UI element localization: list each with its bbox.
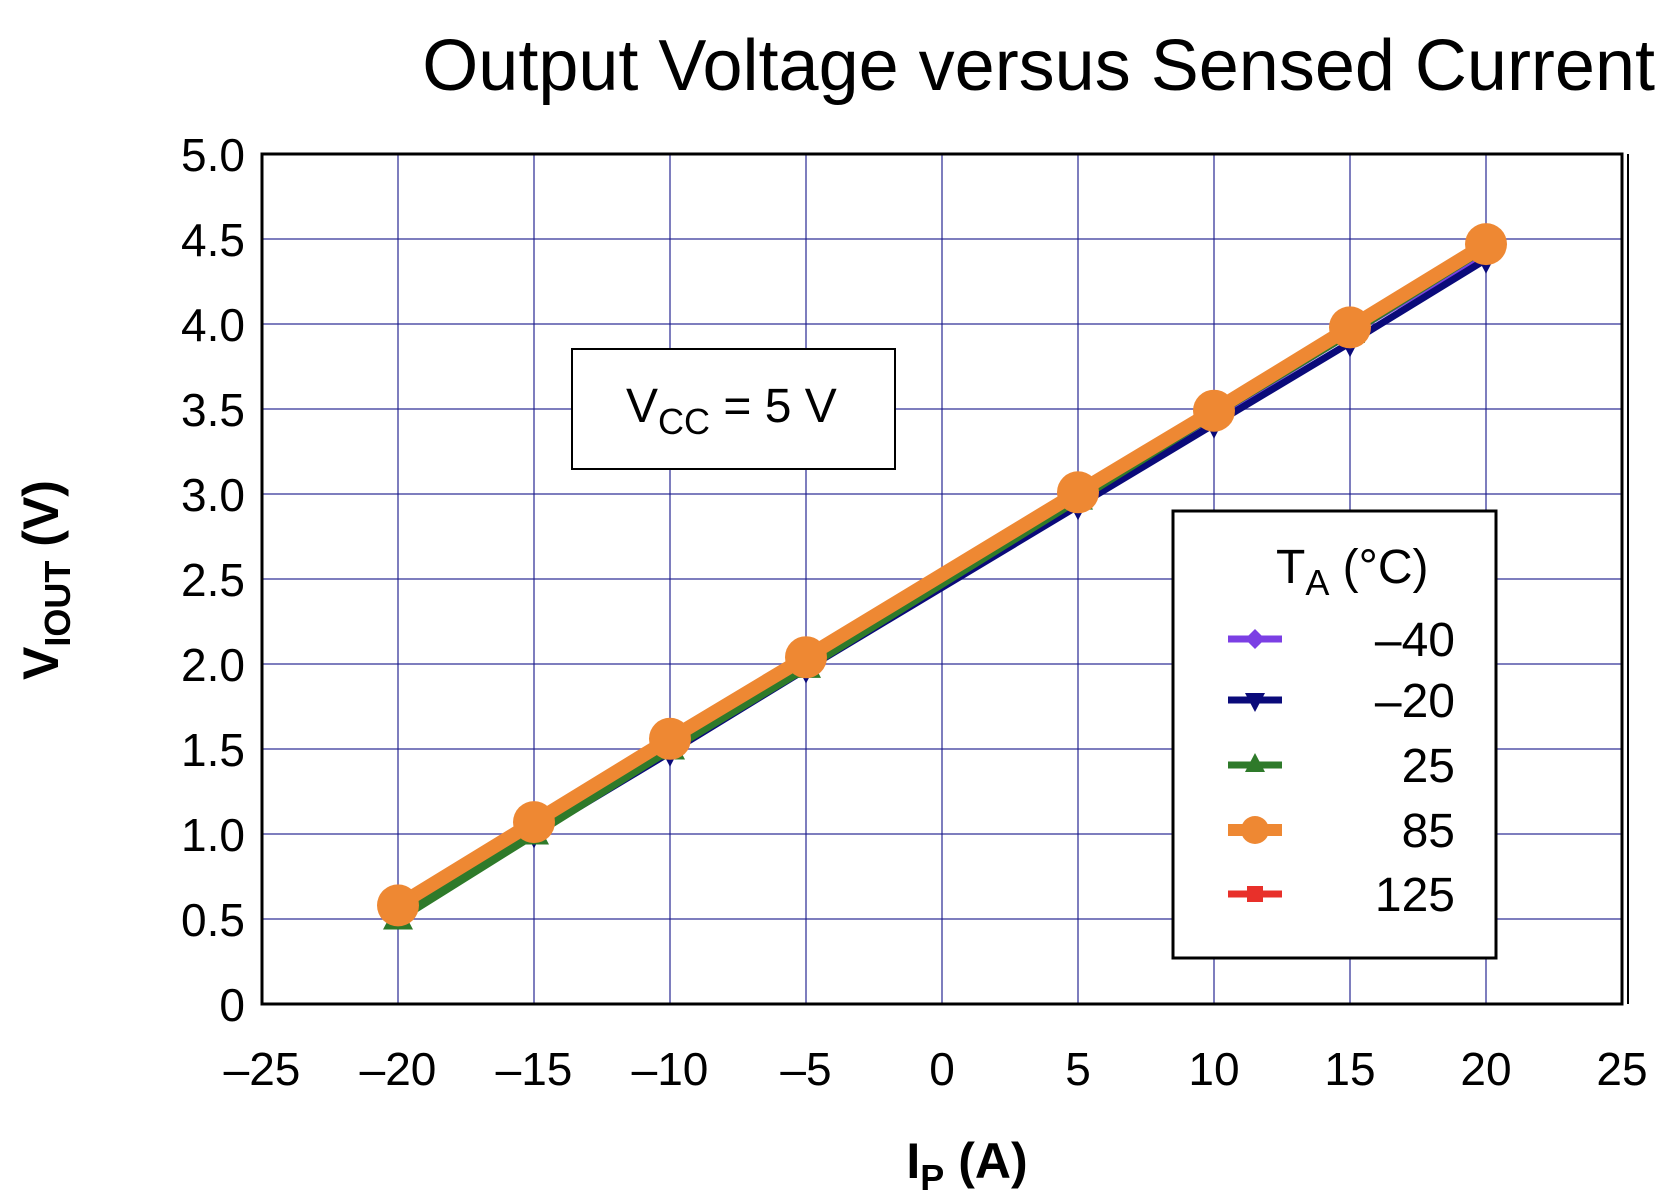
series-85 bbox=[377, 223, 1507, 927]
legend-item: –40 bbox=[1228, 614, 1455, 667]
data-point-circle bbox=[377, 884, 419, 927]
x-axis-ticks: –25 –20 –15 –10 –5 0 5 10 15 20 25 bbox=[224, 1043, 1648, 1095]
x-axis-label: IP (A) bbox=[906, 1133, 1027, 1198]
x-tick-label: 20 bbox=[1460, 1043, 1511, 1095]
y-tick-label: 1.5 bbox=[181, 724, 245, 776]
data-point-circle bbox=[1057, 471, 1099, 514]
data-point-circle bbox=[1241, 816, 1269, 844]
y-axis-label: VIOUT (V) bbox=[13, 480, 78, 680]
data-point-triangle bbox=[1245, 753, 1265, 772]
x-tick-label: –5 bbox=[780, 1043, 831, 1095]
legend-label: 125 bbox=[1375, 869, 1455, 922]
legend-item: 25 bbox=[1228, 740, 1455, 793]
y-axis-ticks: 0 0.5 1.0 1.5 2.0 2.5 3.0 3.5 4.0 4.5 5.0 bbox=[181, 129, 245, 1031]
x-tick-label: 10 bbox=[1188, 1043, 1239, 1095]
x-tick-label: –25 bbox=[224, 1043, 301, 1095]
x-tick-label: –10 bbox=[632, 1043, 709, 1095]
y-tick-label: 0.5 bbox=[181, 894, 245, 946]
data-point-circle bbox=[1329, 306, 1371, 349]
y-tick-label: 4.0 bbox=[181, 299, 245, 351]
y-tick-label: 1.0 bbox=[181, 809, 245, 861]
data-point-circle bbox=[513, 801, 555, 844]
data-point-circle bbox=[1193, 389, 1235, 432]
annotation-box bbox=[571, 348, 896, 470]
data-point-circle bbox=[649, 717, 691, 760]
x-tick-label: –20 bbox=[360, 1043, 437, 1095]
data-point-diamond bbox=[1245, 629, 1265, 649]
chart-title: Output Voltage versus Sensed Current bbox=[422, 26, 1655, 106]
legend-item: 125 bbox=[1228, 869, 1455, 922]
x-tick-label: 5 bbox=[1065, 1043, 1091, 1095]
x-tick-label: 15 bbox=[1324, 1043, 1375, 1095]
series-line bbox=[394, 238, 1490, 912]
legend: TA (°C) –40 –20 25 85 125 bbox=[1171, 509, 1498, 960]
legend-box bbox=[1171, 509, 1498, 960]
y-tick-label: 3.0 bbox=[181, 469, 245, 521]
legend-label: 85 bbox=[1402, 805, 1455, 858]
series-group bbox=[377, 223, 1507, 930]
x-tick-label: 25 bbox=[1596, 1043, 1647, 1095]
legend-item: –20 bbox=[1228, 675, 1455, 728]
data-point-circle bbox=[1465, 223, 1507, 266]
legend-items: –40 –20 25 85 125 bbox=[1228, 614, 1455, 922]
x-tick-label: –15 bbox=[496, 1043, 573, 1095]
y-tick-label: 4.5 bbox=[181, 214, 245, 266]
legend-label: –40 bbox=[1375, 614, 1455, 667]
vcc-annotation: VCC = 5 V bbox=[571, 348, 896, 470]
legend-label: 25 bbox=[1402, 740, 1455, 793]
y-tick-label: 2.5 bbox=[181, 554, 245, 606]
legend-title: TA (°C) bbox=[1276, 541, 1429, 603]
y-tick-label: 5.0 bbox=[181, 129, 245, 181]
data-point-triangle-down bbox=[1245, 693, 1265, 712]
plot-frame bbox=[260, 152, 1624, 1006]
data-point-square bbox=[1247, 886, 1263, 902]
y-tick-label: 2.0 bbox=[181, 639, 245, 691]
y-tick-label: 3.5 bbox=[181, 384, 245, 436]
legend-item: 85 bbox=[1228, 805, 1455, 858]
annotation-text: VCC = 5 V bbox=[626, 380, 837, 442]
data-point-circle bbox=[785, 636, 827, 679]
x-tick-label: 0 bbox=[929, 1043, 955, 1095]
y-tick-label: 0 bbox=[219, 979, 245, 1031]
legend-label: –20 bbox=[1375, 675, 1455, 728]
